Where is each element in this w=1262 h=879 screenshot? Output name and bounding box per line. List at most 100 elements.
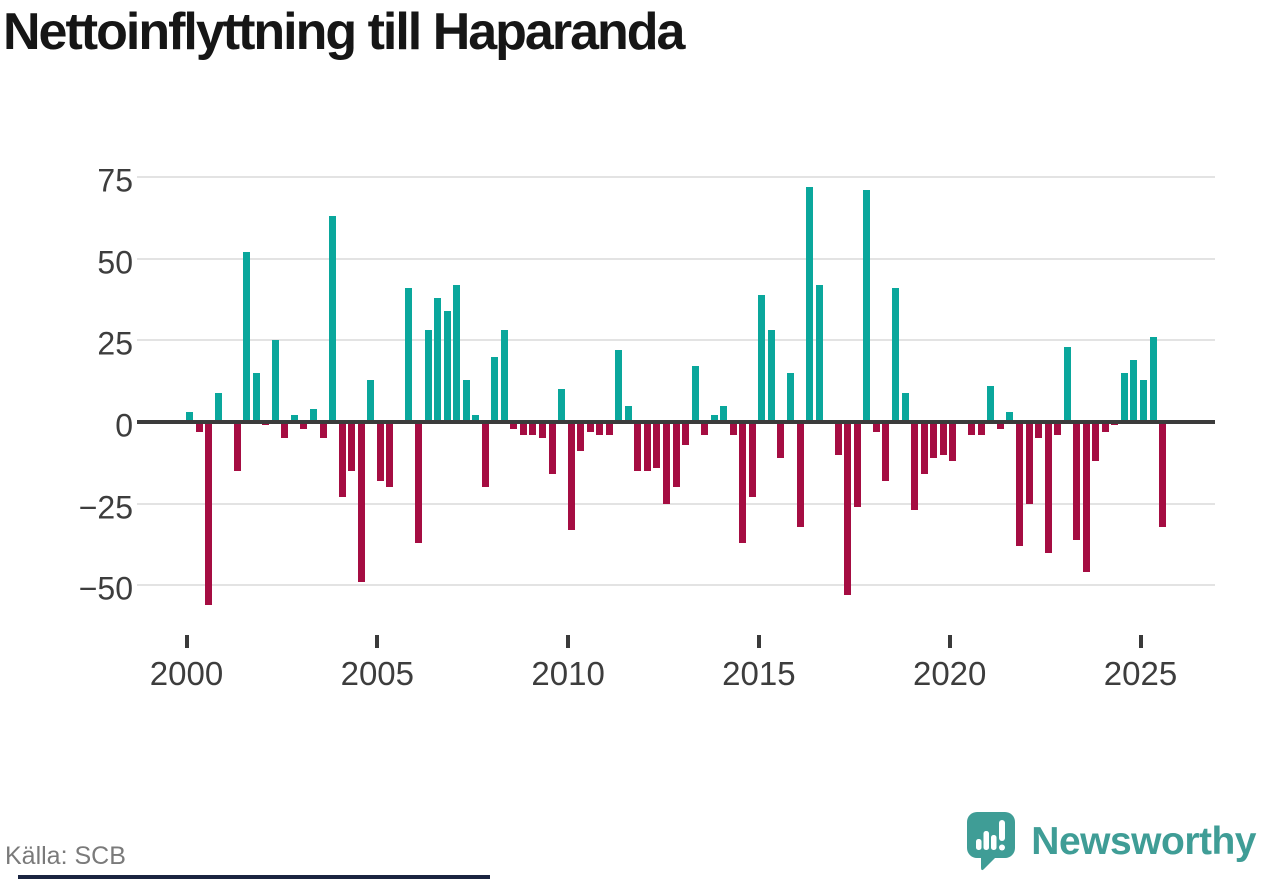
bar-2019-Q4 bbox=[939, 422, 947, 455]
newsworthy-brand: Newsworthy bbox=[967, 812, 1256, 872]
bar-2019-Q2 bbox=[920, 422, 928, 475]
bar-2009-Q2 bbox=[538, 422, 546, 439]
bar-2012-Q4 bbox=[672, 422, 680, 488]
x-tick-2010 bbox=[566, 635, 571, 648]
bar-2000-Q3 bbox=[205, 422, 213, 605]
bar-2014-Q4 bbox=[748, 422, 756, 498]
bar-2006-Q4 bbox=[443, 310, 451, 422]
gridline-75 bbox=[137, 175, 1215, 178]
bar-2020-Q1 bbox=[949, 422, 957, 462]
x-tick-label-2015: 2015 bbox=[722, 655, 796, 692]
footer-accent-bar bbox=[18, 875, 490, 879]
bar-2014-Q3 bbox=[739, 422, 747, 543]
bar-2003-Q4 bbox=[329, 216, 337, 422]
gridline--50 bbox=[137, 584, 1215, 587]
bar-2000-Q4 bbox=[214, 392, 222, 422]
bar-2011-Q1 bbox=[605, 422, 613, 436]
bar-2022-Q2 bbox=[1035, 422, 1043, 439]
logo-exclamation-dot bbox=[999, 844, 1006, 851]
bar-2015-Q1 bbox=[758, 294, 766, 422]
bar-2001-Q4 bbox=[252, 372, 260, 422]
bar-2004-Q1 bbox=[338, 422, 346, 498]
bar-2002-Q3 bbox=[281, 422, 289, 439]
x-tick-2015 bbox=[756, 635, 761, 648]
bar-2017-Q4 bbox=[863, 189, 871, 422]
bar-2022-Q1 bbox=[1025, 422, 1033, 504]
bar-2023-Q4 bbox=[1092, 422, 1100, 462]
newsworthy-logo-icon bbox=[967, 812, 1016, 871]
x-tick-2020 bbox=[947, 635, 952, 648]
source-label: Källa: SCB bbox=[5, 842, 126, 870]
bar-2013-Q1 bbox=[682, 422, 690, 445]
bar-2025-Q1 bbox=[1140, 379, 1147, 422]
bar-2002-Q4 bbox=[290, 415, 298, 422]
bar-2012-Q2 bbox=[653, 422, 661, 468]
bar-2017-Q1 bbox=[834, 422, 842, 455]
bar-2014-Q2 bbox=[729, 422, 737, 436]
bar-2013-Q4 bbox=[710, 415, 718, 422]
y-tick-label--50: −50 bbox=[78, 570, 133, 607]
bar-chart-plot-area: 75 50 25 0 −25 −50 2000 2005 2010 2015 2020 2025 bbox=[78, 162, 1215, 692]
bar-2015-Q4 bbox=[787, 372, 795, 422]
bar-2016-Q2 bbox=[806, 186, 814, 422]
bar-2000-Q1 bbox=[186, 412, 193, 422]
bar-2006-Q1 bbox=[414, 422, 422, 543]
bar-2014-Q1 bbox=[720, 405, 728, 422]
bar-2004-Q2 bbox=[348, 422, 356, 472]
bar-2021-Q3 bbox=[1006, 412, 1014, 422]
gridline-50 bbox=[137, 257, 1215, 260]
bar-2010-Q4 bbox=[596, 422, 604, 436]
bar-2011-Q4 bbox=[634, 422, 642, 472]
y-tick-label-50: 50 bbox=[97, 244, 133, 281]
bar-2003-Q2 bbox=[310, 408, 318, 422]
logo-exclamation-stem bbox=[999, 820, 1006, 841]
bar-2020-Q3 bbox=[968, 422, 976, 436]
bar-2010-Q2 bbox=[577, 422, 585, 452]
bar-2022-Q3 bbox=[1044, 422, 1052, 553]
bar-2024-Q1 bbox=[1101, 422, 1109, 432]
bar-2024-Q4 bbox=[1130, 359, 1138, 422]
bar-2025-Q2 bbox=[1149, 337, 1157, 422]
bar-2004-Q4 bbox=[367, 379, 375, 422]
x-tick-2005 bbox=[375, 635, 380, 648]
bar-2005-Q2 bbox=[386, 422, 394, 488]
bar-2008-Q3 bbox=[510, 422, 518, 429]
bar-2024-Q3 bbox=[1120, 372, 1128, 422]
bar-2010-Q3 bbox=[586, 422, 594, 432]
bar-2001-Q2 bbox=[233, 422, 241, 472]
x-tick-label-2000: 2000 bbox=[149, 655, 224, 692]
bar-2021-Q4 bbox=[1015, 422, 1023, 547]
x-tick-label-2005: 2005 bbox=[340, 655, 415, 692]
bar-2013-Q3 bbox=[701, 422, 709, 436]
bar-2005-Q4 bbox=[405, 288, 413, 422]
bar-2013-Q2 bbox=[691, 366, 699, 422]
bar-2019-Q1 bbox=[911, 422, 919, 511]
bar-2016-Q1 bbox=[796, 422, 804, 527]
y-tick-label-75: 75 bbox=[97, 162, 133, 199]
bar-2007-Q4 bbox=[481, 422, 489, 488]
bar-2008-Q1 bbox=[491, 356, 499, 422]
bar-2017-Q3 bbox=[853, 422, 861, 507]
bar-2007-Q3 bbox=[472, 415, 480, 422]
bar-2022-Q4 bbox=[1054, 422, 1062, 436]
logo-bar-tall bbox=[983, 831, 990, 850]
bar-2025-Q3 bbox=[1159, 422, 1167, 527]
bar-2010-Q1 bbox=[567, 422, 575, 530]
bar-2003-Q3 bbox=[319, 422, 327, 439]
bar-2007-Q1 bbox=[453, 284, 461, 422]
bar-2004-Q3 bbox=[357, 422, 365, 583]
bar-2006-Q3 bbox=[434, 297, 442, 422]
bar-2006-Q2 bbox=[424, 330, 432, 422]
x-tick-label-2025: 2025 bbox=[1103, 655, 1178, 692]
gridline--25 bbox=[137, 502, 1215, 505]
bar-2019-Q3 bbox=[930, 422, 938, 458]
y-tick-label-0: 0 bbox=[115, 407, 133, 444]
bar-2011-Q3 bbox=[624, 405, 632, 422]
bar-2005-Q1 bbox=[376, 422, 384, 481]
logo-bar-small bbox=[976, 839, 982, 850]
bar-2001-Q3 bbox=[243, 252, 251, 422]
bar-2007-Q2 bbox=[462, 379, 470, 422]
bar-2003-Q1 bbox=[300, 422, 308, 429]
bar-2012-Q1 bbox=[643, 422, 651, 472]
gridline-25 bbox=[137, 339, 1215, 342]
